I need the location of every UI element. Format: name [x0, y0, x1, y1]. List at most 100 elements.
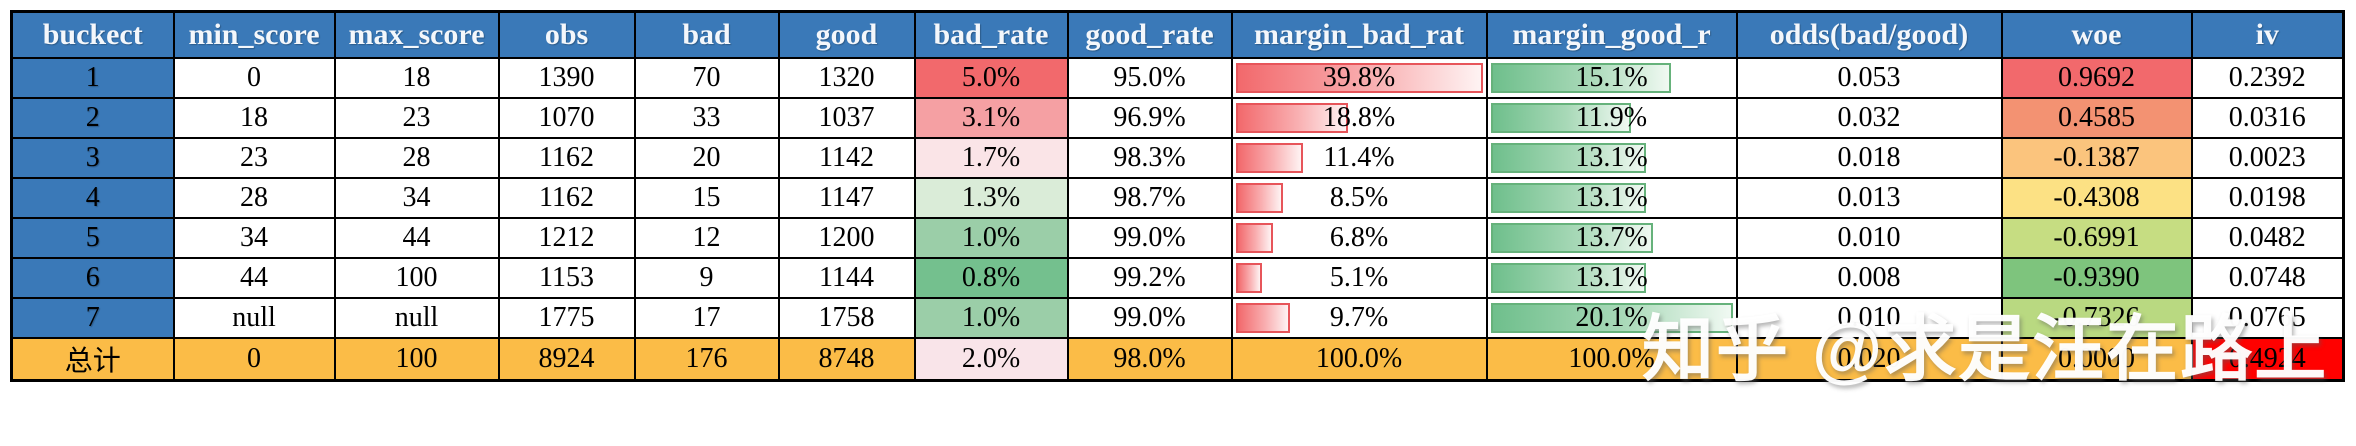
red-data-bar: [1235, 263, 1263, 293]
data-bar-value: 13.1%: [1575, 262, 1648, 293]
cell-buckect: 6: [10, 257, 175, 299]
cell-good: 1147: [777, 177, 916, 219]
data-bar-value: 6.8%: [1329, 222, 1389, 253]
cell-min_score: 0: [172, 57, 336, 99]
cell-odds(bad/good): 0.013: [1735, 177, 2003, 219]
red-data-bar: [1235, 303, 1291, 333]
cell-good: 1144: [777, 257, 916, 299]
column-header-iv: iv: [2190, 10, 2345, 59]
cell-obs: 1390: [497, 57, 636, 99]
column-header-bad_rate: bad_rate: [913, 10, 1069, 59]
column-header-margin_good_r: margin_good_r: [1485, 10, 1738, 59]
data-bar-value: 13.1%: [1575, 182, 1648, 213]
cell-bad: 33: [633, 97, 780, 139]
cell-iv: 0.2392: [2190, 57, 2345, 99]
cell-bad_rate: 3.1%: [913, 97, 1069, 139]
red-data-bar: [1235, 183, 1283, 213]
data-bar-value: 18.8%: [1322, 102, 1396, 133]
cell-max_score: 23: [333, 97, 500, 139]
cell-min_score: 0: [172, 337, 336, 382]
cell-buckect: 2: [10, 97, 175, 139]
cell-woe: 0.4585: [2000, 97, 2193, 139]
cell-obs: 1212: [497, 217, 636, 259]
cell-buckect: 总计: [10, 337, 175, 382]
cell-odds(bad/good): 0.008: [1735, 257, 2003, 299]
cell-iv: 0.0316: [2190, 97, 2345, 139]
column-header-odds(bad/good): odds(bad/good): [1735, 10, 2003, 59]
cell-iv: 0.0023: [2190, 137, 2345, 179]
cell-buckect: 5: [10, 217, 175, 259]
green-data-bar: [1490, 63, 1671, 93]
cell-buckect: 4: [10, 177, 175, 219]
data-bar-cell: 8.5%: [1234, 180, 1485, 216]
data-bar-cell: 20.1%: [1489, 300, 1735, 336]
column-header-woe: woe: [2000, 10, 2193, 59]
cell-margin_good_r: 100.0%: [1485, 337, 1738, 382]
cell-good_rate: 99.0%: [1066, 217, 1233, 259]
cell-margin_bad_rat: 9.7%: [1230, 297, 1488, 339]
cell-max_score: 18: [333, 57, 500, 99]
cell-good: 1200: [777, 217, 916, 259]
cell-min_score: null: [172, 297, 336, 339]
cell-bad_rate: 1.0%: [913, 217, 1069, 259]
data-bar-value: 11.9%: [1575, 102, 1648, 133]
cell-good_rate: 99.2%: [1066, 257, 1233, 299]
total-row: 总计 0 100 8924 176 8748 2.0% 98.0% 100.0% 100.0% 0.…: [10, 337, 2345, 382]
cell-woe: -0.9390: [2000, 257, 2193, 299]
cell-good_rate: 96.9%: [1066, 97, 1233, 139]
cell-iv: 0.0748: [2190, 257, 2345, 299]
data-bar-value: 39.8%: [1322, 62, 1396, 93]
cell-margin_bad_rat: 18.8%: [1230, 97, 1488, 139]
column-header-good_rate: good_rate: [1066, 10, 1233, 59]
cell-odds(bad/good): 0.032: [1735, 97, 2003, 139]
cell-woe: -0.6991: [2000, 217, 2193, 259]
zhihu-watermark: 知乎 @求是汪在路上: [1642, 310, 2329, 390]
data-bar-value: 13.1%: [1575, 142, 1648, 173]
data-bar-value: 5.1%: [1329, 262, 1389, 293]
cell-good_rate: 98.0%: [1066, 337, 1233, 382]
cell-woe: -0.1387: [2000, 137, 2193, 179]
cell-odds(bad/good): 0.010: [1735, 217, 2003, 259]
cell-obs: 1162: [497, 137, 636, 179]
header-row: buckect min_score max_score obs bad good bad_r…: [10, 10, 2345, 59]
green-data-bar: [1490, 183, 1646, 213]
data-bar-cell: 15.1%: [1489, 60, 1735, 96]
data-bar-cell: 9.7%: [1234, 300, 1485, 336]
cell-margin_good_r: 13.1%: [1485, 177, 1738, 219]
cell-margin_bad_rat: 6.8%: [1230, 217, 1488, 259]
cell-margin_good_r: 13.1%: [1485, 137, 1738, 179]
cell-woe: 0.0000: [2000, 337, 2193, 382]
table-row: 3 23 28 1162 20 1142 1.7% 98.3% 11.4% 13.1% 0.018-…: [10, 137, 2345, 179]
cell-margin_good_r: 13.1%: [1485, 257, 1738, 299]
cell-max_score: 100: [333, 257, 500, 299]
cell-bad: 17: [633, 297, 780, 339]
cell-buckect: 3: [10, 137, 175, 179]
data-bar-cell: 11.9%: [1489, 100, 1735, 136]
table-body: 1 0 18 1390 70 1320 5.0% 95.0% 39.8% 15.1% 0.053 0.…: [10, 57, 2345, 382]
green-data-bar: [1490, 103, 1631, 133]
cell-good: 1320: [777, 57, 916, 99]
cell-good: 1758: [777, 297, 916, 339]
cell-margin_bad_rat: 11.4%: [1230, 137, 1488, 179]
cell-margin_good_r: 15.1%: [1485, 57, 1738, 99]
green-data-bar: [1490, 143, 1646, 173]
green-data-bar: [1490, 303, 1733, 333]
table-row: 4 28 34 1162 15 1147 1.3% 98.7% 8.5% 13.1% 0.013 -0…: [10, 177, 2345, 219]
cell-woe: -0.4308: [2000, 177, 2193, 219]
cell-obs: 1153: [497, 257, 636, 299]
table-row: 2 18 23 1070 33 1037 3.1% 96.9% 18.8% 11.9% 0.032 0…: [10, 97, 2345, 139]
cell-bad: 70: [633, 57, 780, 99]
data-bar-cell: 5.1%: [1234, 260, 1485, 296]
data-bar-cell: 11.4%: [1234, 140, 1485, 176]
cell-bad_rate: 5.0%: [913, 57, 1069, 99]
data-bar-value: 8.5%: [1329, 182, 1389, 213]
cell-margin_good_r: 20.1%: [1485, 297, 1738, 339]
data-bar-cell: 13.1%: [1489, 260, 1735, 296]
red-data-bar: [1235, 143, 1303, 173]
score-binning-table: buckect min_score max_score obs bad good bad_r…: [10, 10, 2345, 382]
cell-good_rate: 98.3%: [1066, 137, 1233, 179]
cell-bad: 15: [633, 177, 780, 219]
red-data-bar: [1235, 63, 1483, 93]
cell-good: 1142: [777, 137, 916, 179]
column-header-margin_bad_rat: margin_bad_rat: [1230, 10, 1488, 59]
